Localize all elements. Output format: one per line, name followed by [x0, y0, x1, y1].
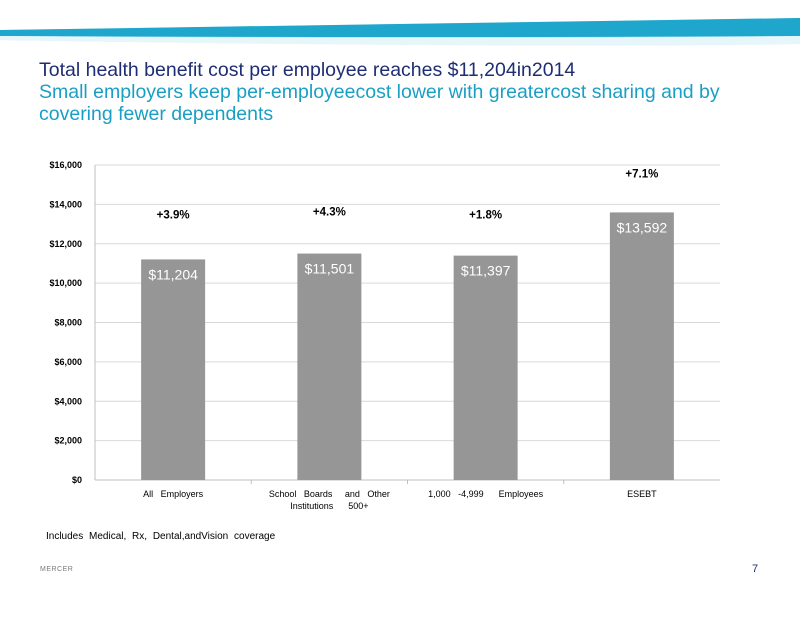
bar	[453, 255, 518, 480]
y-tick-label: $16,000	[49, 160, 82, 170]
x-category-label: All Employers	[143, 489, 204, 499]
y-tick-label: $2,000	[54, 436, 82, 446]
page-number: 7	[752, 563, 759, 575]
header-banner	[0, 18, 800, 46]
x-category-label: School Boards and Other	[269, 489, 390, 499]
growth-label: +4.3%	[313, 207, 346, 219]
data-label: $11,501	[305, 261, 355, 277]
y-tick-label: $0	[72, 475, 82, 485]
bar-chart: $0 $2,000 $4,000 $6,000 $8,000 $10,000 $12,000…	[49, 160, 720, 511]
growth-label: +7.1%	[625, 168, 658, 180]
page-subtitle: Small employers keep per-employeecost lo…	[39, 81, 720, 125]
growth-label: +1.8%	[469, 210, 502, 222]
page-title: Total health benefit cost per employee r…	[39, 59, 576, 81]
y-tick-label: $8,000	[54, 318, 82, 328]
data-label: $13,592	[617, 219, 668, 235]
footnote: Includes Medical, Rx, Dental,andVision c…	[46, 531, 276, 542]
y-tick-label: $10,000	[49, 278, 82, 288]
y-tick-label: $4,000	[54, 396, 82, 406]
y-tick-label: $12,000	[49, 239, 82, 249]
bar	[609, 212, 674, 480]
data-label: $11,204	[148, 266, 198, 282]
bar	[141, 259, 206, 480]
x-category-label: Institutions 500+	[290, 501, 368, 511]
bar	[297, 253, 362, 480]
x-category-label: 1,000 -4,999 Employees	[428, 489, 544, 499]
brand-logo: MERCER	[40, 566, 74, 573]
data-label: $11,397	[461, 263, 511, 279]
x-category-label: ESEBT	[627, 489, 657, 499]
y-tick-label: $6,000	[54, 357, 82, 367]
growth-label: +3.9%	[157, 210, 190, 222]
y-tick-label: $14,000	[49, 199, 82, 209]
